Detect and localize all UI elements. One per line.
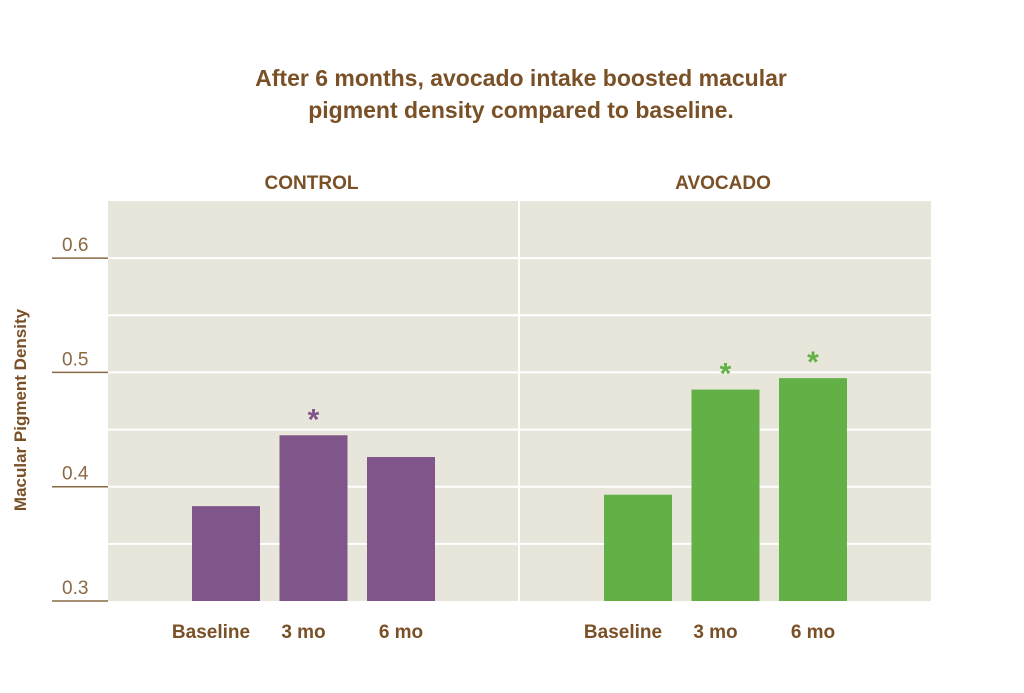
y-tick-label: 0.5	[62, 349, 88, 370]
bar-avocado-0	[604, 494, 672, 601]
chart-title-line-1: After 6 months, avocado intake boosted m…	[255, 65, 787, 91]
bar-avocado-2	[779, 378, 847, 601]
y-tick-label: 0.6	[62, 235, 88, 256]
plot-area: 0.3 0.4 0.5 0.6 CONTROL Baseline * 3 mo 6 mo AVOC…	[52, 173, 931, 643]
x-category-label: 3 mo	[693, 622, 737, 643]
x-category-label: 3 mo	[281, 622, 325, 643]
bar-control-0	[192, 506, 260, 601]
x-category-label: Baseline	[172, 622, 250, 643]
y-tick-label: 0.3	[62, 578, 88, 599]
x-category-label: Baseline	[584, 622, 662, 643]
panel-title-avocado: AVOCADO	[675, 173, 771, 194]
significance-marker: *	[308, 403, 320, 436]
x-category-label: 6 mo	[791, 622, 835, 643]
chart-title-line-2: pigment density compared to baseline.	[308, 97, 734, 123]
significance-marker: *	[720, 358, 732, 391]
x-category-label: 6 mo	[379, 622, 423, 643]
bar-control-1	[279, 435, 348, 601]
y-tick-label: 0.4	[62, 464, 89, 485]
significance-marker: *	[807, 346, 819, 379]
panel-title-control: CONTROL	[265, 173, 359, 194]
bar-avocado-1	[691, 389, 760, 601]
y-axis-label: Macular Pigment Density	[11, 308, 30, 511]
bar-control-2	[367, 457, 435, 601]
